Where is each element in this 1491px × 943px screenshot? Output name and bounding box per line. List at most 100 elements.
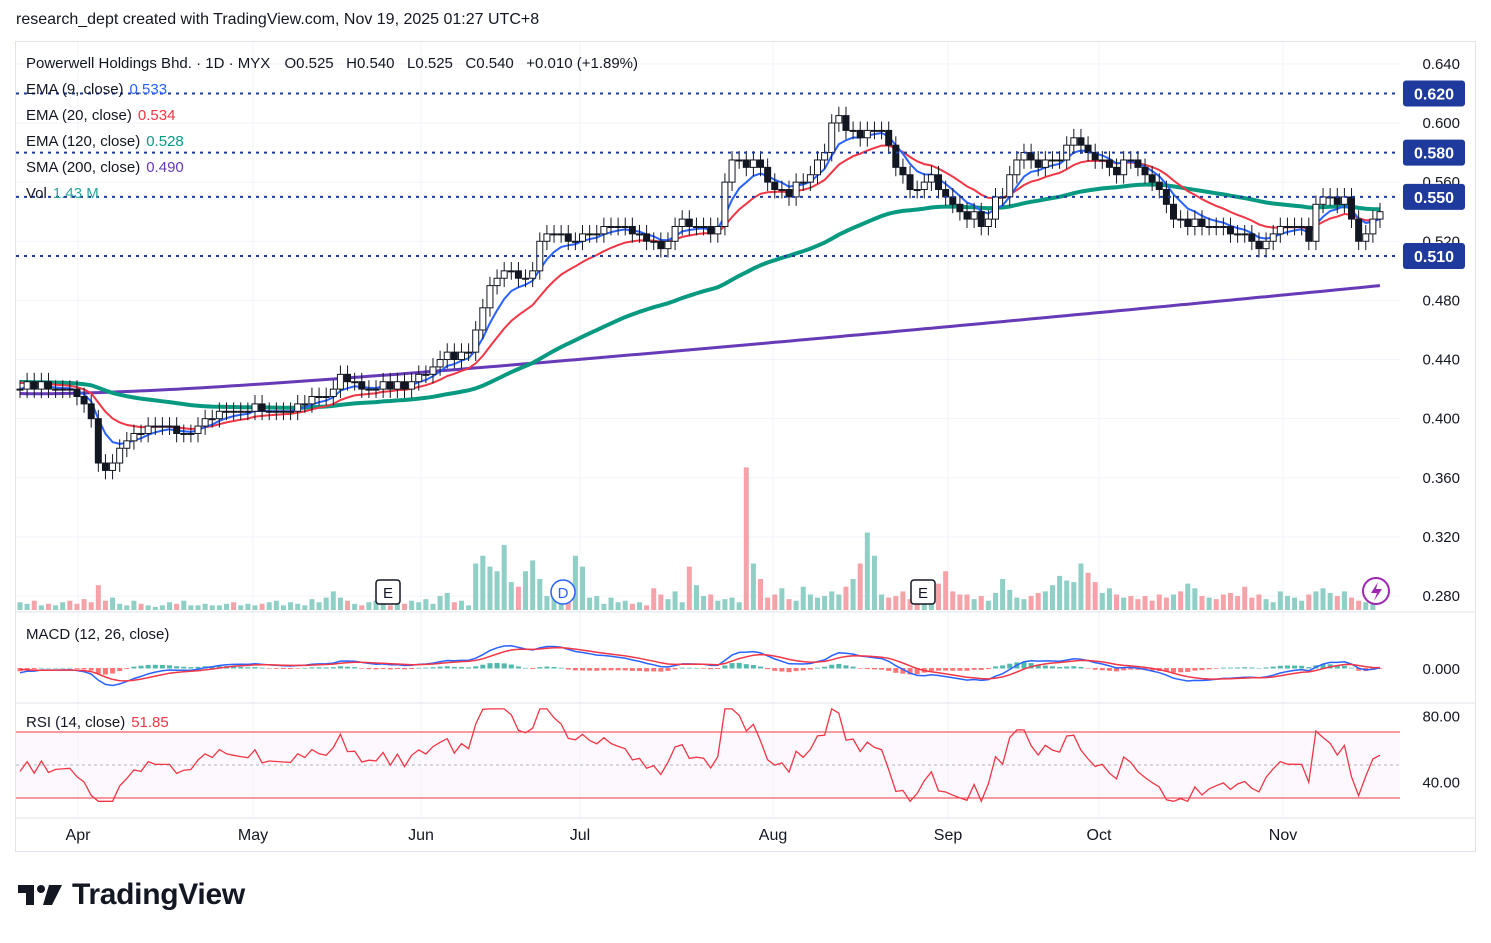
candle <box>66 380 74 398</box>
macd-histogram-bar <box>24 668 30 670</box>
candle-body <box>308 396 316 405</box>
macd-histogram-bar <box>814 667 820 669</box>
candle <box>493 269 501 295</box>
legend-symbol[interactable]: Powerwell Holdings Bhd. · 1D · MYX <box>26 55 271 72</box>
volume-bar <box>1277 591 1283 610</box>
macd-histogram-bar <box>1028 663 1034 669</box>
rsi-tick-label: 40.00 <box>1422 775 1460 792</box>
volume-bar <box>736 602 742 610</box>
volume-bar <box>786 599 792 610</box>
legend-volume[interactable]: Vol 1.43 M <box>26 185 99 202</box>
candle-body <box>66 388 74 391</box>
candle <box>1319 188 1327 214</box>
volume-bar <box>323 597 329 610</box>
candle <box>742 151 750 177</box>
candle-body <box>215 410 223 420</box>
macd-histogram-bar <box>231 666 237 669</box>
candle <box>1255 232 1263 258</box>
candle-body <box>1369 218 1377 235</box>
macd-histogram-bar <box>765 668 771 670</box>
macd-histogram-bar <box>615 668 621 671</box>
candle-body <box>1048 159 1056 162</box>
candle <box>514 261 522 288</box>
macd-histogram-bar <box>1128 668 1134 670</box>
volume-bar <box>95 585 101 610</box>
earnings-marker: E <box>375 579 401 605</box>
volume-bar <box>1199 596 1205 610</box>
candle <box>692 217 700 236</box>
candle <box>329 380 337 406</box>
volume-bar <box>594 596 600 610</box>
candle-body <box>258 403 266 412</box>
macd-histogram-bar <box>1092 668 1098 670</box>
macd-histogram-bar <box>1064 666 1070 669</box>
macd-histogram-bar <box>174 666 180 669</box>
candle <box>73 380 81 406</box>
candle <box>1013 151 1021 184</box>
volume-bar <box>686 566 692 610</box>
legend-rsi[interactable]: RSI (14, close) 51.85 <box>26 714 169 731</box>
macd-histogram-bar <box>779 668 785 672</box>
candle-body <box>514 270 522 279</box>
volume-bar <box>202 603 208 610</box>
volume-bar <box>779 588 785 610</box>
volume-bar <box>1085 572 1091 610</box>
volume-bar <box>1014 597 1020 610</box>
candle-body <box>443 351 451 361</box>
chart-frame <box>15 41 1476 852</box>
volume-bar <box>985 600 991 610</box>
candle <box>643 225 651 251</box>
candle <box>984 210 992 236</box>
macd-histogram-bar <box>1213 668 1219 669</box>
candle <box>1355 210 1363 251</box>
candle <box>158 417 166 435</box>
volume-bar <box>145 605 151 610</box>
candle <box>500 261 508 288</box>
macd-histogram-bar <box>1256 667 1262 669</box>
volume-bar <box>857 563 863 610</box>
candle <box>1205 217 1213 236</box>
legend-macd[interactable]: MACD (12, 26, close) <box>26 626 169 643</box>
candle <box>1369 210 1377 243</box>
legend-ema20[interactable]: EMA (20, close) 0.534 <box>26 107 175 124</box>
candle-body <box>906 174 914 191</box>
candle <box>621 217 629 236</box>
tradingview-logo[interactable]: TradingView <box>16 878 245 912</box>
candle <box>842 106 850 140</box>
volume-bar <box>1363 602 1369 610</box>
macd-histogram-bar <box>60 667 66 669</box>
legend-ema9[interactable]: EMA (9, close) 0.533 <box>26 81 167 98</box>
volume-bar <box>1292 597 1298 610</box>
candle-body <box>1127 159 1135 162</box>
level-price-tag <box>1403 243 1465 270</box>
macd-histogram-bar <box>288 668 294 669</box>
volume-bar <box>181 600 187 610</box>
candle-body <box>1276 225 1284 235</box>
candle <box>308 387 316 413</box>
candle-body <box>294 403 302 412</box>
volume-bar <box>672 591 678 610</box>
candle-body <box>892 144 900 168</box>
macd-histogram-bar <box>971 668 977 670</box>
candle <box>935 165 943 199</box>
candle <box>151 417 159 435</box>
legend-ema120[interactable]: EMA (120, close) 0.528 <box>26 133 184 150</box>
volume-bar <box>273 600 279 610</box>
candle-body <box>365 388 373 391</box>
candle <box>1134 151 1142 177</box>
candle-body <box>222 410 230 413</box>
candle-body <box>237 410 245 413</box>
legend-sma200[interactable]: SMA (200, close) 0.490 <box>26 159 184 176</box>
candle <box>1226 217 1234 243</box>
volume-bar <box>501 544 507 610</box>
candle-body <box>507 270 515 273</box>
candle-body <box>771 181 779 191</box>
volume-bar <box>850 579 856 610</box>
macd-histogram-bar <box>67 667 73 669</box>
volume-bar <box>74 603 80 610</box>
macd-histogram-bar <box>1206 668 1212 670</box>
candle-body <box>429 366 437 375</box>
volume-bar <box>1192 588 1198 610</box>
volume-bar <box>978 596 984 610</box>
